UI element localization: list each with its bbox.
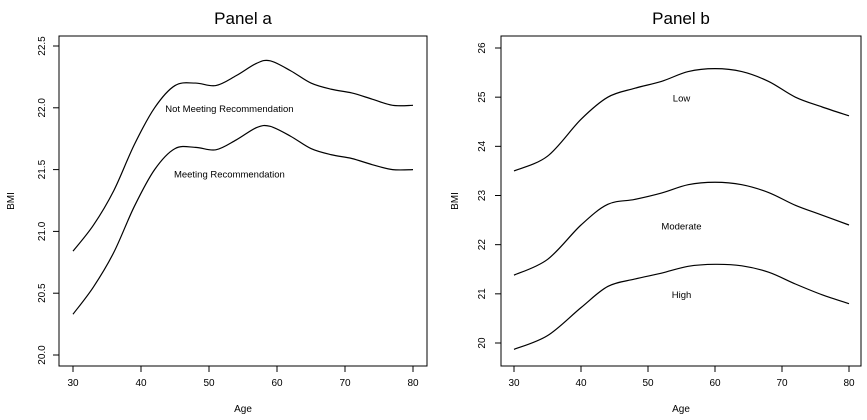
panel-b-x-tick-label-70: 70 bbox=[776, 378, 788, 389]
panel-b-series-line-low bbox=[513, 68, 850, 172]
panel-b-y-tick-label-20: 20 bbox=[477, 337, 488, 349]
panel-b-plot-frame bbox=[500, 35, 862, 367]
panel-a-x-tick-label-60: 60 bbox=[271, 378, 283, 389]
panel-b-y-tick-label-21: 21 bbox=[477, 288, 488, 300]
panel-a-x-tick-label-50: 50 bbox=[203, 378, 215, 389]
panel-a-y-tick-label-20.0: 20.0 bbox=[37, 345, 48, 365]
panel-a-x-axis-label: Age bbox=[234, 404, 252, 415]
panel-a-y-tick-label-22.0: 22.0 bbox=[37, 98, 48, 118]
panel-b-x-tick-label-30: 30 bbox=[508, 378, 520, 389]
panel-a-x-tick-label-30: 30 bbox=[67, 378, 79, 389]
panel-b-y-tick-label-26: 26 bbox=[477, 42, 488, 54]
panel-a-title: Panel a bbox=[214, 9, 272, 28]
panel-b-y-tick-label-23: 23 bbox=[477, 190, 488, 202]
panel-a-x-tick-label-40: 40 bbox=[135, 378, 147, 389]
panel-b-y-tick-label-25: 25 bbox=[477, 91, 488, 103]
panel-a-series-line-not-meeting-recommendation bbox=[72, 59, 414, 252]
panel-a-y-tick-label-22.5: 22.5 bbox=[37, 36, 48, 56]
panel-b-series-label-low: Low bbox=[673, 94, 691, 105]
panel-b-series-label-high: High bbox=[672, 290, 692, 301]
panel-b-x-tick-label-80: 80 bbox=[843, 378, 855, 389]
panel-a-plot-frame bbox=[58, 35, 428, 367]
panel-a-y-tick-label-21.5: 21.5 bbox=[37, 159, 48, 179]
panel-a-x-tick-label-80: 80 bbox=[407, 378, 419, 389]
panel-b: Panel b 30 40 50 60 70 80 20 21 22 23 24 25 26 Age BMI L… bbox=[450, 9, 862, 415]
panel-b-series-line-high bbox=[513, 263, 850, 350]
panel-a-y-axis-label: BMI bbox=[6, 192, 17, 210]
panel-a-y-tick-label-20.5: 20.5 bbox=[37, 283, 48, 303]
panel-b-series-line-moderate bbox=[513, 181, 850, 276]
panel-b-x-tick-label-60: 60 bbox=[709, 378, 721, 389]
panel-b-y-tick-label-22: 22 bbox=[477, 239, 488, 251]
panel-b-y-tick-label-24: 24 bbox=[477, 140, 488, 152]
panel-b-series-label-moderate: Moderate bbox=[661, 221, 701, 232]
panel-a: Panel a 30 40 50 60 70 80 20.0 20.5 21.0 21.5 22.0 2… bbox=[6, 9, 428, 415]
panel-b-x-tick-label-50: 50 bbox=[642, 378, 654, 389]
panel-b-y-axis-label: BMI bbox=[450, 192, 461, 210]
panel-b-x-tick-label-40: 40 bbox=[575, 378, 587, 389]
panel-a-x-tick-label-70: 70 bbox=[339, 378, 351, 389]
panel-a-y-tick-label-21.0: 21.0 bbox=[37, 221, 48, 241]
panel-b-x-axis-label: Age bbox=[672, 404, 690, 415]
panel-a-series-label-not-meeting-recommendation: Not Meeting Recommendation bbox=[165, 104, 293, 115]
panel-b-title: Panel b bbox=[652, 9, 710, 28]
panel-a-series-line-meeting-recommendation bbox=[72, 124, 414, 315]
panel-a-series-label-meeting-recommendation: Meeting Recommendation bbox=[174, 170, 285, 181]
